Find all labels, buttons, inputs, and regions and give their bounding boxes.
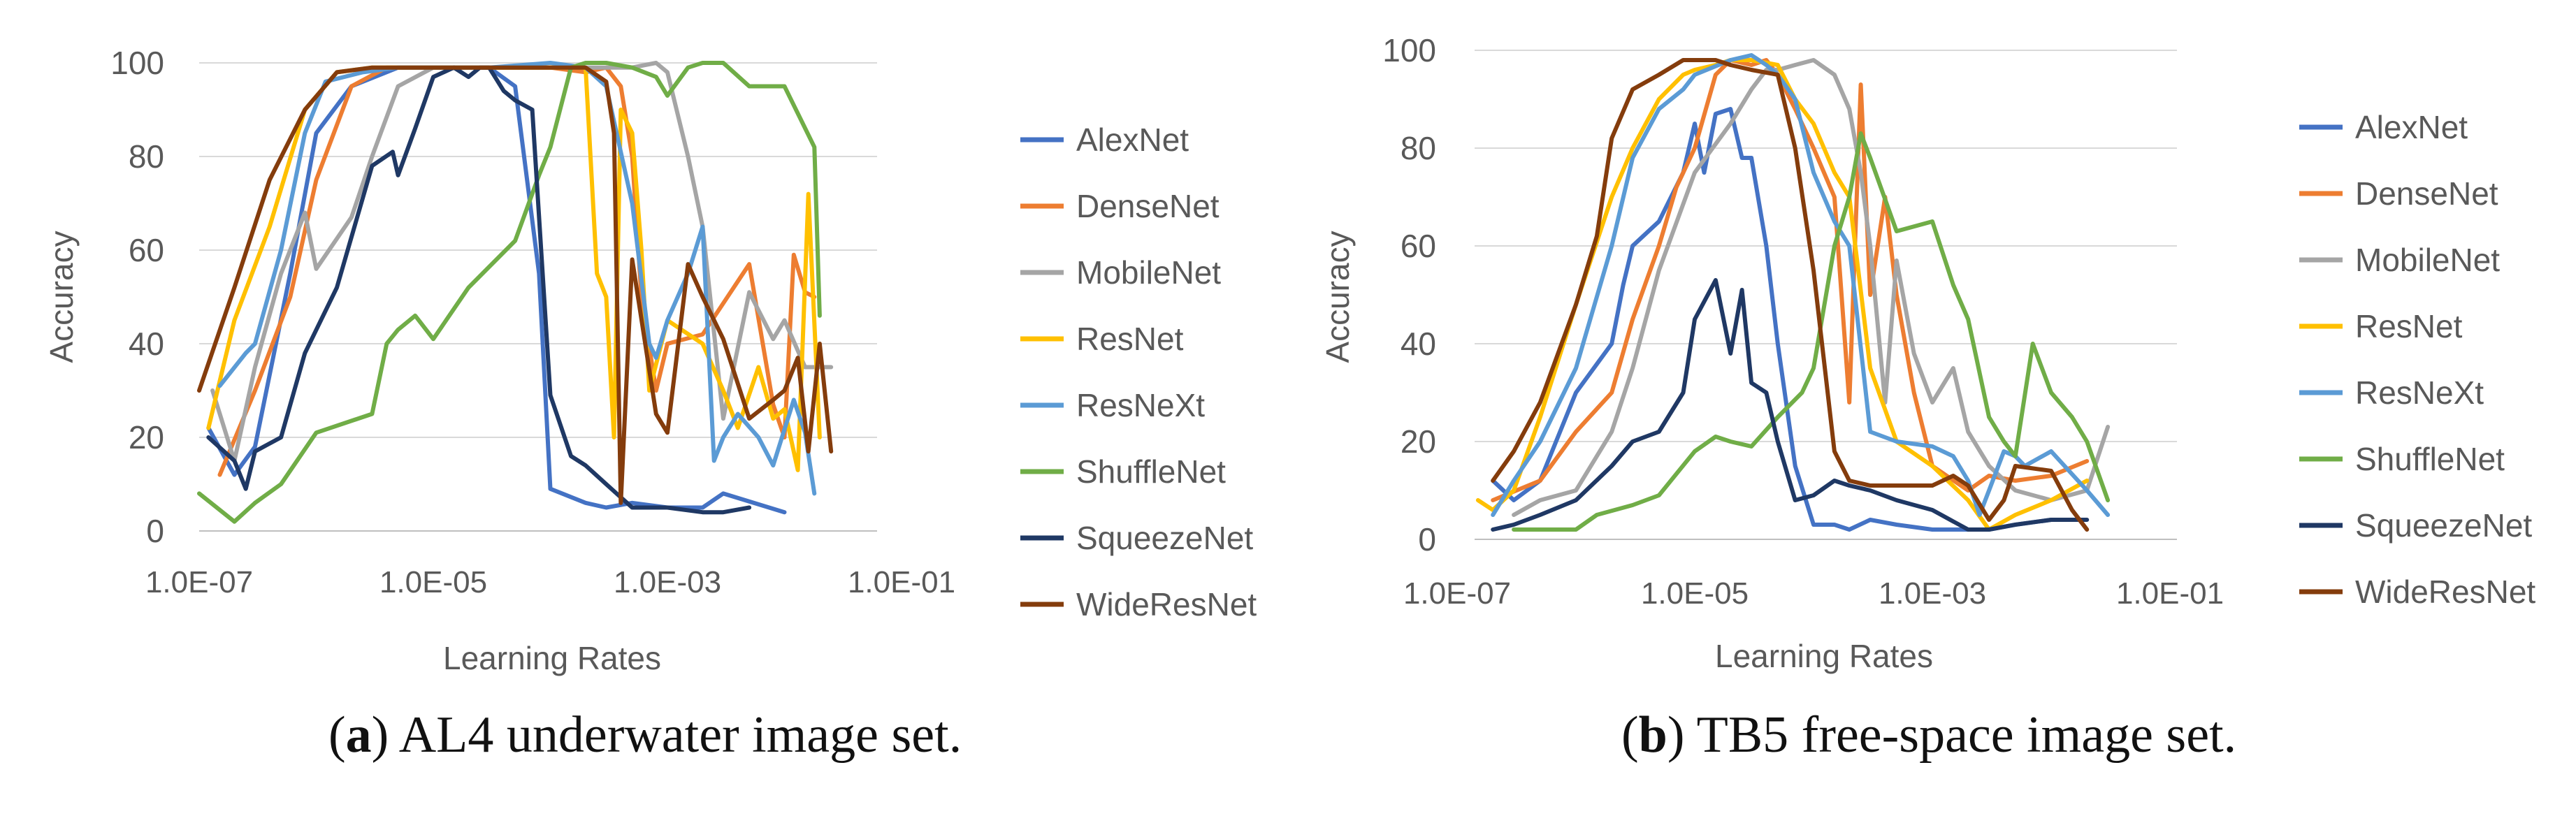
legend-label: ShuffleNet [1076,453,1226,490]
legend-label: SqueezeNet [2355,507,2532,544]
chart-panel-a: 0 20 40 60 80 100 1.0E-07 1.0E-05 1.0E-0… [43,45,1257,676]
x-tick-label: 1.0E-01 [848,565,955,599]
x-tick-label: 1.0E-01 [2116,576,2224,611]
x-tick-label: 1.0E-07 [145,565,253,599]
x-tick-label: 1.0E-03 [1879,576,1986,611]
series-line-squeezenet [1491,278,2090,532]
caption-b: (b) TB5 free-space image set. [1621,706,2237,764]
legend-label: WideResNet [2355,574,2535,610]
caption-label: b [1638,706,1667,764]
series-group-b [1475,53,2111,532]
y-tick-label: 20 [1401,423,1436,460]
series-line-resnet [206,65,822,472]
y-tick-label: 0 [146,513,164,549]
series-line-mobilenet [1512,58,2111,517]
caption-label: a [345,706,372,764]
y-tick-label: 60 [1401,228,1436,264]
series-line-squeezenet [206,65,752,515]
legend-label: MobileNet [2355,242,2500,278]
series-line-shufflenet [1512,131,2111,532]
x-tick-label: 1.0E-05 [1641,576,1749,611]
legend-label: ResNeXt [2355,374,2484,411]
y-tick-label: 80 [1401,130,1436,166]
x-tick-label: 1.0E-03 [614,565,721,599]
series-line-resnext [217,61,817,496]
legend-label: AlexNet [2355,109,2468,145]
series-line-resnext [1491,53,2111,517]
y-axis-title: Accuracy [1319,231,1356,363]
legend-label: MobileNet [1076,254,1221,291]
legend-label: ResNeXt [1076,387,1205,423]
y-tick-label: 100 [110,45,164,81]
series-line-alexnet [1491,107,2053,532]
legend-label: DenseNet [1076,188,1220,224]
y-tick-label: 20 [129,419,164,456]
y-tick-label: 80 [129,138,164,175]
x-axis-title: Learning Rates [1715,638,1933,674]
x-tick-label: 1.0E-07 [1403,576,1511,611]
series-group-a [197,61,834,524]
legend-label: ResNet [2355,308,2463,344]
y-tick-label: 40 [1401,326,1436,362]
y-tick-label: 60 [129,232,164,268]
caption-text: ) AL4 underwater image set. [371,706,962,764]
y-tick-label: 0 [1418,521,1436,558]
legend-label: DenseNet [2355,175,2498,212]
series-line-shufflenet [197,61,822,524]
legend-a: AlexNet DenseNet MobileNet ResNet ResNeXt Shu… [1020,122,1257,622]
y-axis-title: Accuracy [43,231,80,363]
series-line-wideresnet [1491,58,2090,532]
x-axis-title: Learning Rates [443,640,661,676]
x-tick-label: 1.0E-05 [379,565,487,599]
chart-panel-b: 0 20 40 60 80 100 1.0E-07 1.0E-05 1.0E-0… [1319,32,2535,674]
series-line-mobilenet [210,61,834,463]
legend-label: SqueezeNet [1076,520,1253,556]
legend-label: ShuffleNet [2355,441,2505,477]
series-line-wideresnet [197,65,834,505]
legend-label: AlexNet [1076,122,1189,158]
legend-label: ResNet [1076,321,1184,357]
caption-text: ) TB5 free-space image set. [1667,706,2237,764]
legend-label: WideResNet [1076,586,1257,622]
legend-b: AlexNet DenseNet MobileNet ResNet ResNeXt Shu… [2299,109,2535,610]
y-tick-label: 40 [129,326,164,362]
y-tick-label: 100 [1382,32,1436,68]
caption-a: (a) AL4 underwater image set. [328,706,962,764]
